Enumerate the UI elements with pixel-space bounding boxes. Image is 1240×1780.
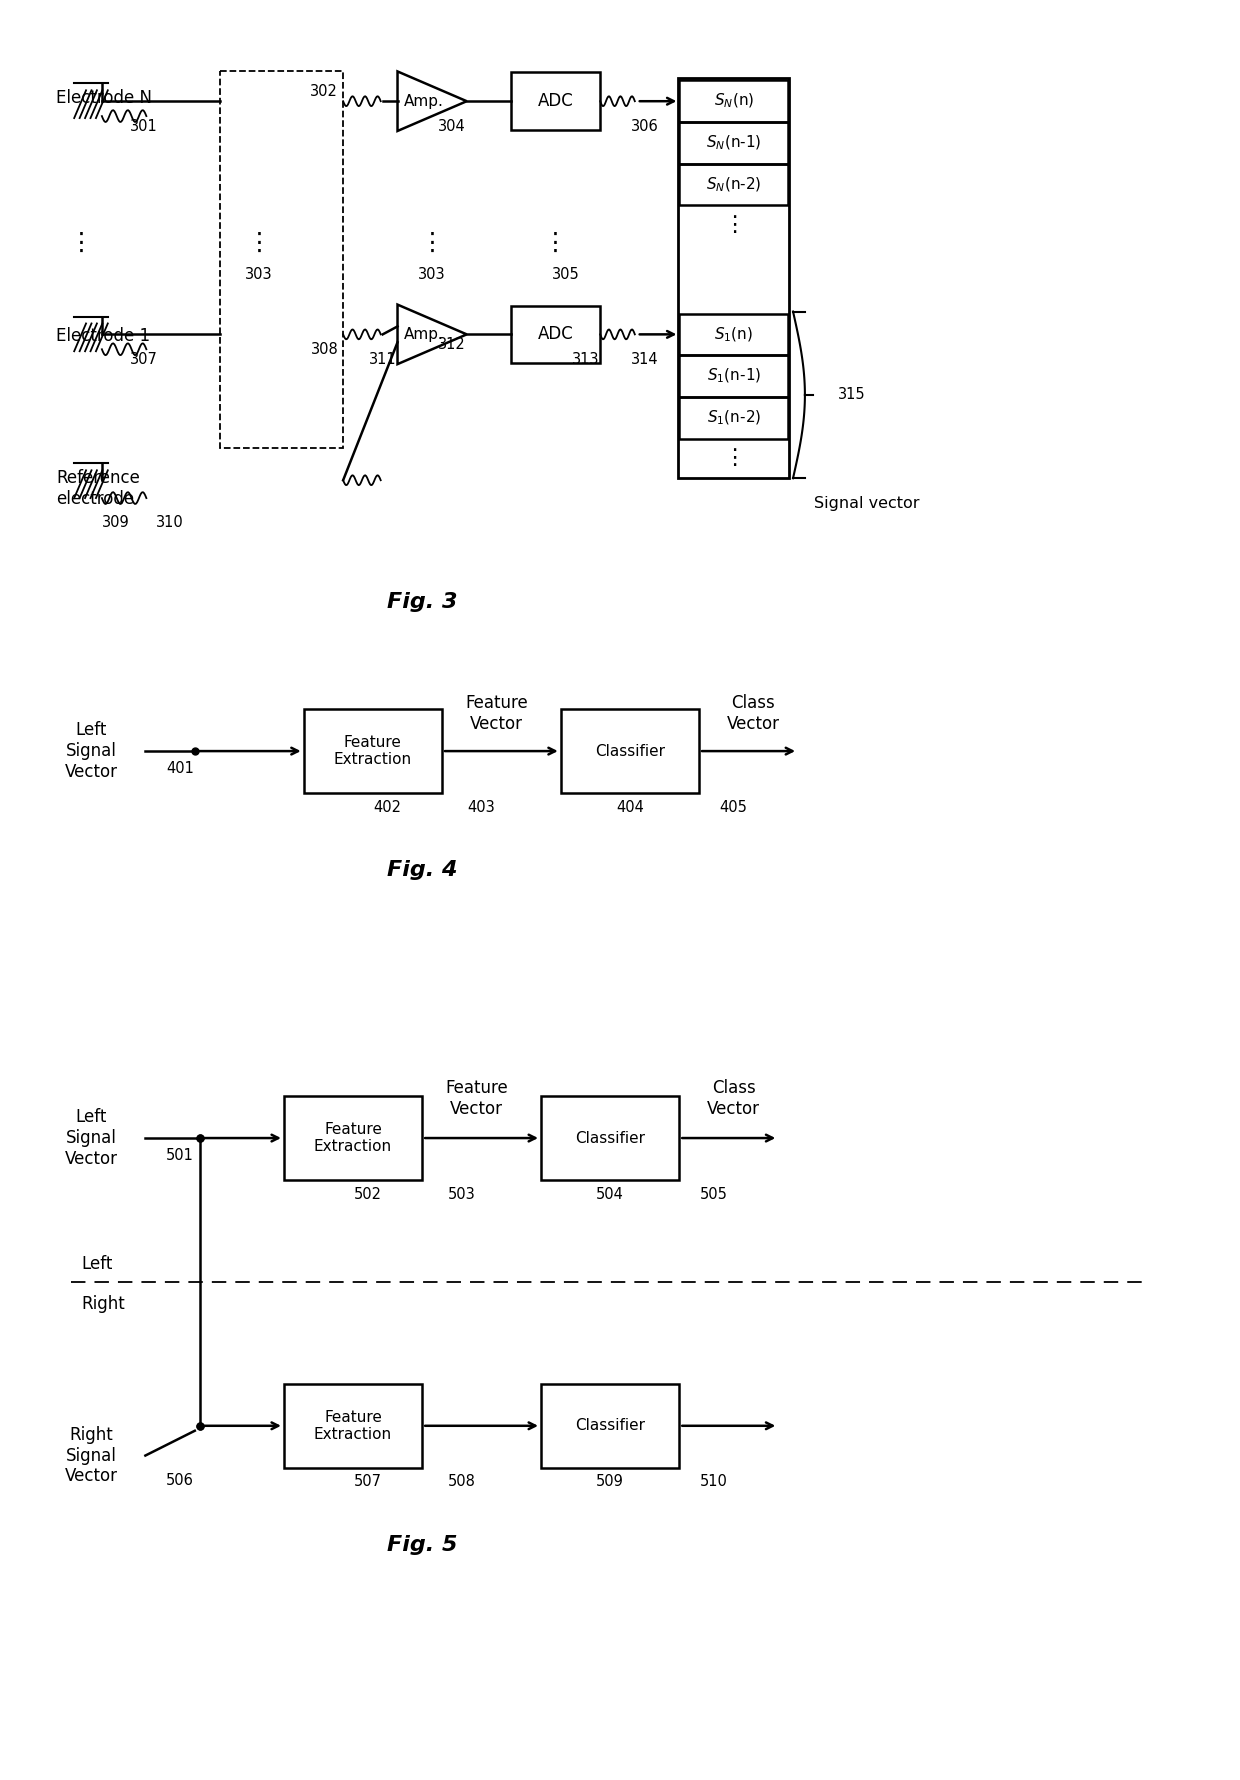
Text: 303: 303 xyxy=(418,267,446,283)
Text: Class
Vector: Class Vector xyxy=(727,694,780,733)
Text: Feature
Extraction: Feature Extraction xyxy=(314,1410,392,1442)
Text: Electrode N: Electrode N xyxy=(56,89,153,107)
Text: 313: 313 xyxy=(572,352,599,367)
Text: Fig. 3: Fig. 3 xyxy=(387,593,458,612)
Text: Left
Signal
Vector: Left Signal Vector xyxy=(64,721,118,781)
Text: $S_N$(n-1): $S_N$(n-1) xyxy=(706,134,761,151)
Text: 505: 505 xyxy=(701,1187,728,1202)
Text: $S_1$(n-1): $S_1$(n-1) xyxy=(707,367,761,384)
Text: 401: 401 xyxy=(166,762,193,776)
Bar xyxy=(219,71,343,449)
Text: 305: 305 xyxy=(552,267,579,283)
Text: 310: 310 xyxy=(156,516,184,530)
Text: Reference
electrode: Reference electrode xyxy=(56,468,140,507)
Text: Classifier: Classifier xyxy=(575,1419,645,1433)
Text: 404: 404 xyxy=(616,799,644,815)
Text: Class
Vector: Class Vector xyxy=(707,1079,760,1118)
Bar xyxy=(678,78,789,479)
Text: 311: 311 xyxy=(368,352,397,367)
Text: Feature
Extraction: Feature Extraction xyxy=(314,1121,392,1153)
Text: 506: 506 xyxy=(166,1472,193,1488)
Bar xyxy=(541,1383,680,1468)
Text: 403: 403 xyxy=(467,799,496,815)
Text: 312: 312 xyxy=(438,336,466,352)
Text: Classifier: Classifier xyxy=(575,1130,645,1146)
Bar xyxy=(284,1383,423,1468)
Text: 302: 302 xyxy=(310,84,339,98)
Text: Classifier: Classifier xyxy=(595,744,665,758)
Text: Electrode 1: Electrode 1 xyxy=(56,328,150,345)
Text: 504: 504 xyxy=(596,1187,624,1202)
Text: Amp.: Amp. xyxy=(404,94,444,109)
Text: 309: 309 xyxy=(102,516,130,530)
Bar xyxy=(680,123,789,164)
Text: ⋮: ⋮ xyxy=(723,215,745,235)
Text: 301: 301 xyxy=(129,119,157,134)
Text: ADC: ADC xyxy=(538,326,574,344)
Text: 306: 306 xyxy=(631,119,658,134)
Text: $S_1$(n-2): $S_1$(n-2) xyxy=(707,409,761,427)
Bar xyxy=(541,1096,680,1180)
Text: Fig. 5: Fig. 5 xyxy=(387,1534,458,1556)
Text: 307: 307 xyxy=(129,352,157,367)
Bar xyxy=(284,1096,423,1180)
Text: ⋮: ⋮ xyxy=(419,231,445,255)
Text: Fig. 4: Fig. 4 xyxy=(387,860,458,879)
Text: ADC: ADC xyxy=(538,93,574,110)
Text: 507: 507 xyxy=(353,1474,382,1490)
Text: Feature
Vector: Feature Vector xyxy=(465,694,528,733)
Text: ⋮: ⋮ xyxy=(68,231,93,255)
Text: 510: 510 xyxy=(701,1474,728,1490)
Text: Signal vector: Signal vector xyxy=(815,495,920,511)
Text: ⋮: ⋮ xyxy=(723,449,745,468)
Text: 308: 308 xyxy=(310,342,339,356)
Text: 304: 304 xyxy=(438,119,466,134)
Text: Left: Left xyxy=(81,1255,113,1273)
Text: Right: Right xyxy=(81,1294,125,1312)
Bar xyxy=(680,80,789,123)
Text: $S_N$(n): $S_N$(n) xyxy=(713,93,754,110)
Text: $S_N$(n-2): $S_N$(n-2) xyxy=(706,176,761,194)
Text: 314: 314 xyxy=(631,352,658,367)
Bar xyxy=(511,306,600,363)
Text: 501: 501 xyxy=(166,1148,193,1164)
Text: Feature
Vector: Feature Vector xyxy=(445,1079,508,1118)
Bar xyxy=(680,397,789,438)
Text: Left
Signal
Vector: Left Signal Vector xyxy=(64,1109,118,1168)
Text: 405: 405 xyxy=(719,799,748,815)
Text: ⋮: ⋮ xyxy=(247,231,272,255)
Text: 315: 315 xyxy=(837,388,866,402)
Text: 503: 503 xyxy=(448,1187,476,1202)
Bar xyxy=(680,313,789,356)
Text: 508: 508 xyxy=(448,1474,476,1490)
Bar xyxy=(560,708,699,794)
Text: 509: 509 xyxy=(596,1474,624,1490)
Bar xyxy=(511,73,600,130)
Text: Amp.: Amp. xyxy=(404,328,444,342)
Text: 502: 502 xyxy=(353,1187,382,1202)
Text: Right
Signal
Vector: Right Signal Vector xyxy=(64,1426,118,1485)
Text: $S_1$(n): $S_1$(n) xyxy=(714,326,753,344)
Bar xyxy=(304,708,441,794)
Text: ⋮: ⋮ xyxy=(543,231,568,255)
Text: 303: 303 xyxy=(246,267,273,283)
Bar xyxy=(680,164,789,205)
Bar xyxy=(680,356,789,397)
Text: Feature
Extraction: Feature Extraction xyxy=(334,735,412,767)
Text: 402: 402 xyxy=(373,799,402,815)
